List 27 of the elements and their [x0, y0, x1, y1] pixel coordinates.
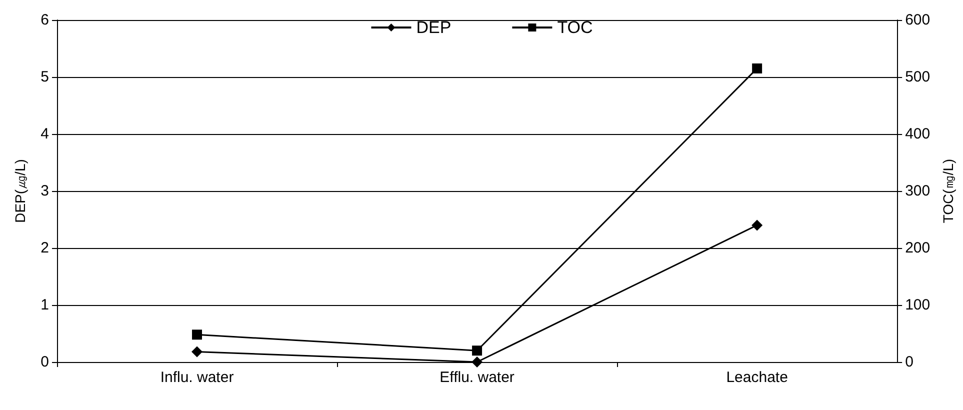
y-tick-label: 0	[40, 354, 49, 370]
y-tick-label: 6	[40, 12, 49, 28]
y2-tick-label: 500	[905, 68, 930, 86]
y2-axis-title: TOC(㎎/L)	[940, 158, 956, 224]
y2-tick-label: 0	[905, 354, 914, 370]
y-axis-title: DEP(㎍/L)	[12, 159, 28, 223]
point	[752, 63, 762, 74]
x-tick-label: Leachate	[726, 369, 788, 386]
legend-label: TOC	[557, 18, 593, 37]
y-tick-label: 4	[40, 126, 49, 142]
y-tick-label: 2	[40, 240, 49, 256]
y2-tick-label: 100	[905, 296, 930, 314]
y2-tick-label: 200	[905, 240, 930, 256]
y2-tick-label: 600	[905, 12, 930, 28]
y2-tick-label: 300	[905, 182, 930, 200]
y-tick-label: 1	[40, 296, 49, 314]
point	[192, 346, 203, 358]
legend-label: DEP	[416, 18, 452, 37]
point	[192, 330, 202, 340]
y2-tick-label: 400	[905, 126, 930, 142]
x-tick-label: Efflu. water	[440, 369, 514, 386]
y-tick-label: 3	[40, 182, 49, 200]
x-tick-label: Influ. water	[160, 369, 234, 386]
y-tick-label: 5	[40, 68, 49, 86]
point	[752, 220, 763, 231]
point	[472, 356, 483, 368]
point	[472, 346, 482, 356]
